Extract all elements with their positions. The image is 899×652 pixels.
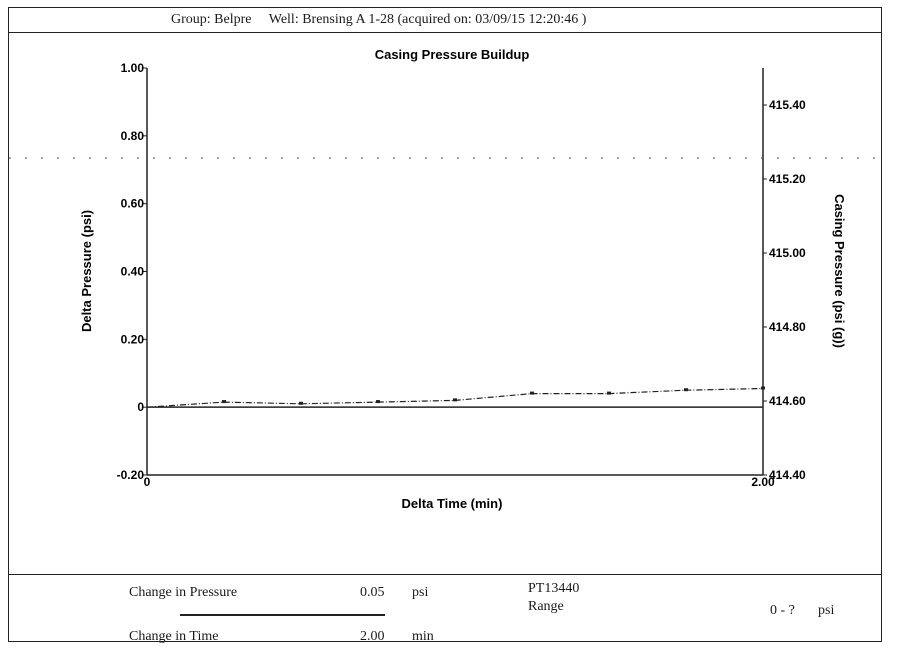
pressure-chart: Casing Pressure Buildup 1.00 0.80 0.60 0.40… — [9, 47, 883, 511]
y-tick-label-5: 0 — [137, 400, 144, 414]
data-point-7 — [684, 388, 688, 392]
x-tick-label-0: 0 — [144, 475, 151, 489]
y2-tick-label-5: 414.40 — [769, 468, 806, 482]
data-point-2 — [299, 401, 303, 405]
y-ticks-right: 415.40 415.20 415.00 414.80 414.60 414.40 — [763, 98, 806, 482]
y2-tick-label-4: 414.60 — [769, 394, 806, 408]
chart-title: Casing Pressure Buildup — [375, 47, 530, 62]
data-point-6 — [607, 391, 611, 395]
well-label: Well: Brensing A 1-28 (acquired on: 03/0… — [268, 12, 587, 27]
change-time-unit: min — [412, 629, 434, 644]
change-pressure-value: 0.05 — [360, 585, 385, 600]
y-tick-label-1: 0.80 — [121, 129, 145, 143]
y2-tick-label-1: 415.20 — [769, 172, 806, 186]
y2-axis-label: Casing Pressure (psi (g)) — [832, 194, 847, 348]
y2-tick-label-0: 415.40 — [769, 98, 806, 112]
group-label: Group: Belpre — [171, 12, 252, 27]
data-point-4 — [453, 398, 457, 402]
data-point-8 — [761, 386, 765, 390]
data-point-1 — [222, 400, 226, 404]
y-tick-label-6: -0.20 — [117, 468, 145, 482]
report-header: Group: Belpre Well: Brensing A 1-28 (acq… — [9, 8, 881, 33]
y-tick-label-2: 0.60 — [121, 197, 145, 211]
report-frame: Group: Belpre Well: Brensing A 1-28 (acq… — [8, 7, 883, 644]
report-footer: Change in Pressure 0.05 psi Change in Ti… — [9, 574, 881, 644]
series-points — [222, 386, 765, 405]
y2-tick-label-2: 415.00 — [769, 246, 806, 260]
change-pressure-label: Change in Pressure — [129, 585, 238, 600]
change-time-label: Change in Time — [129, 629, 219, 644]
range-value: 0 - ? — [770, 603, 795, 618]
pressure-underline — [180, 614, 385, 616]
gauge-id: PT13440 — [528, 581, 580, 596]
range-label: Range — [528, 599, 564, 614]
change-pressure-unit: psi — [412, 585, 429, 600]
change-time-value: 2.00 — [360, 629, 385, 644]
y-tick-label-0: 1.00 — [121, 61, 145, 75]
x-axis-label: Delta Time (min) — [402, 496, 503, 511]
header-text: Group: Belpre Well: Brensing A 1-28 (acq… — [171, 12, 586, 28]
y-tick-label-3: 0.40 — [121, 265, 145, 279]
y-ticks-left: 1.00 0.80 0.60 0.40 0.20 0 -0.20 — [117, 61, 147, 482]
y2-tick-label-3: 414.80 — [769, 320, 806, 334]
y-tick-label-4: 0.20 — [121, 332, 145, 346]
x-tick-label-1: 2.00 — [751, 475, 775, 489]
y-axis-label: Delta Pressure (psi) — [79, 210, 94, 332]
range-unit: psi — [818, 603, 835, 618]
data-point-5 — [530, 391, 534, 395]
series-line — [146, 387, 764, 408]
data-point-3 — [376, 400, 380, 404]
